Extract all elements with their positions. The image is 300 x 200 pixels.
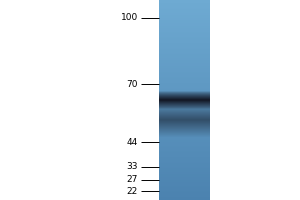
Text: 33: 33 (127, 162, 138, 171)
Text: 27: 27 (127, 176, 138, 184)
Text: 100: 100 (121, 13, 138, 22)
Text: 22: 22 (127, 187, 138, 196)
Text: 44: 44 (127, 138, 138, 147)
Text: 70: 70 (127, 80, 138, 89)
